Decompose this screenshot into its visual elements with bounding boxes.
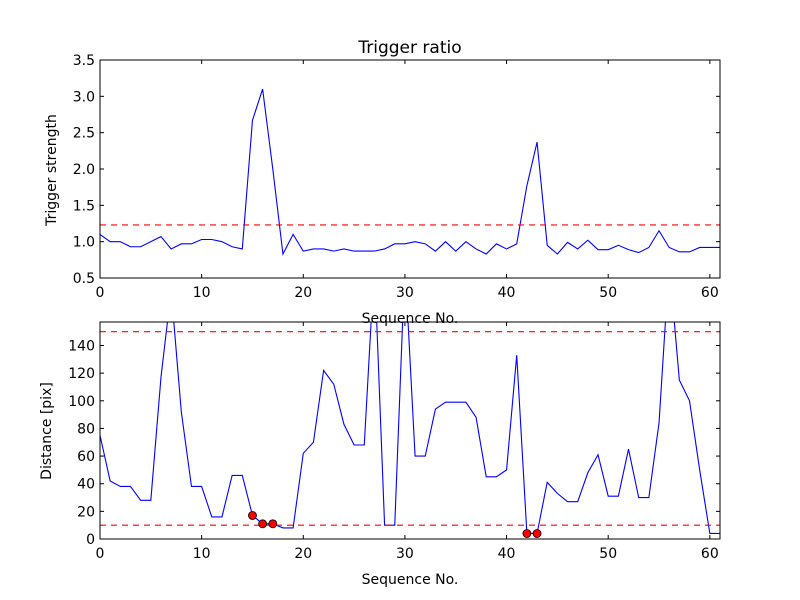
x-tick-label: 60 xyxy=(701,285,719,301)
data-point-marker xyxy=(268,519,278,529)
series-line xyxy=(100,322,720,535)
x-tick-label: 0 xyxy=(96,285,105,301)
x-tick-label: 20 xyxy=(294,546,312,562)
trigger-ratio-chart: Trigger ratio Sequence No. Trigger stren… xyxy=(44,38,721,327)
y-tick-label: 2.0 xyxy=(73,162,95,178)
y-tick-label: 1.0 xyxy=(73,235,95,251)
y-tick-label: 100 xyxy=(68,394,95,410)
y-tick-label: 0.5 xyxy=(73,271,95,287)
x-axis-label: Sequence No. xyxy=(362,311,459,327)
data-point-marker xyxy=(532,529,542,538)
y-tick-label: 140 xyxy=(68,338,95,354)
y-tick-label: 1.5 xyxy=(73,198,95,214)
chart-title: Trigger ratio xyxy=(357,38,461,58)
y-tick-label: 20 xyxy=(77,504,95,520)
data-point-marker xyxy=(258,519,268,529)
y-tick-label: 120 xyxy=(68,366,95,382)
x-tick-label: 30 xyxy=(396,285,414,301)
y-tick-label: 0 xyxy=(86,532,95,548)
plot-area: 0 10 20 30 40 50 60 0.5 1.0 1.5 2.0 2.5 3.0 3.5 xyxy=(73,53,721,301)
x-axis-label: Sequence No. xyxy=(362,572,459,588)
distance-chart: Sequence No. Distance [pix] 0 10 20 30 40 50 6… xyxy=(39,321,721,588)
x-tick-label: 60 xyxy=(701,546,719,562)
y-tick-label: 60 xyxy=(77,449,95,465)
x-tick-label: 0 xyxy=(96,546,105,562)
plot-area: 0 10 20 30 40 50 60 0 20 40 60 80 100 120 140 xyxy=(68,321,721,562)
x-tick-label: 50 xyxy=(599,546,617,562)
data-point-marker xyxy=(248,511,257,520)
y-axis-label: Trigger strength xyxy=(44,114,60,227)
x-tick-label: 30 xyxy=(396,546,414,562)
x-tick-label: 40 xyxy=(498,546,516,562)
y-tick-label: 3.5 xyxy=(73,53,95,69)
data-point-marker xyxy=(522,529,532,538)
series-line xyxy=(100,88,720,256)
y-tick-label: 40 xyxy=(77,477,95,493)
y-tick-label: 2.5 xyxy=(73,126,95,142)
y-tick-label: 80 xyxy=(77,421,95,437)
x-tick-label: 10 xyxy=(193,546,211,562)
x-tick-label: 40 xyxy=(498,285,516,301)
y-axis-label: Distance [pix] xyxy=(39,382,55,480)
plot-content xyxy=(100,322,720,538)
plot-content xyxy=(100,88,720,256)
x-tick-label: 50 xyxy=(599,285,617,301)
plot-frame xyxy=(99,321,721,540)
y-tick-label: 3.0 xyxy=(73,89,95,105)
x-tick-label: 10 xyxy=(193,285,211,301)
x-tick-label: 20 xyxy=(294,285,312,301)
